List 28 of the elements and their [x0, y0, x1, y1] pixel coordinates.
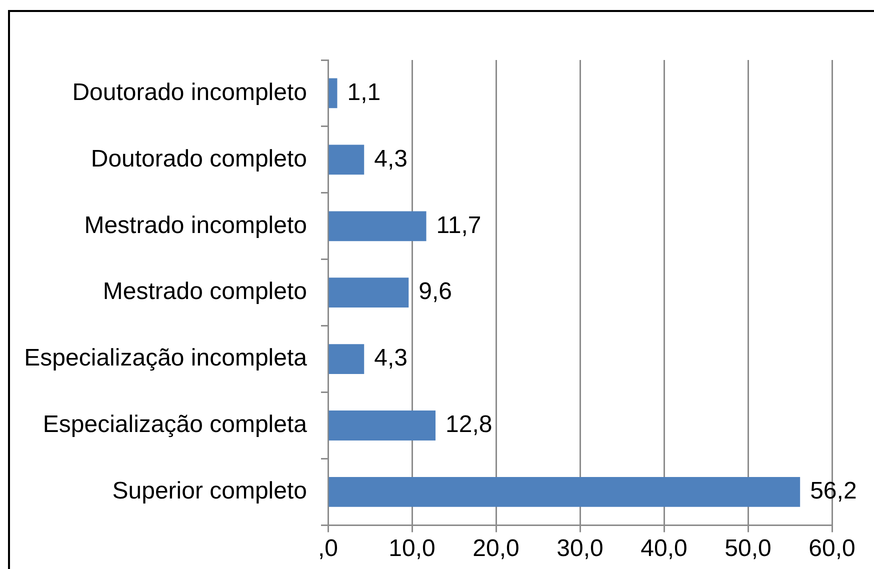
bar: [328, 278, 409, 308]
data-label: 12,8: [446, 411, 492, 438]
bar: [328, 144, 364, 175]
y-tick-label: Mestrado completo: [102, 278, 307, 306]
x-tick-label: 40,0: [640, 535, 688, 562]
bar: [328, 344, 364, 374]
data-label: 4,3: [374, 145, 408, 172]
y-tick-label: Superior completo: [112, 478, 307, 505]
data-label: 11,7: [436, 212, 482, 239]
bar: [328, 410, 436, 440]
x-tick-label: 20,0: [472, 535, 520, 562]
y-tick-label: Especialização completa: [42, 411, 308, 438]
x-tick-label: 30,0: [556, 535, 604, 562]
x-tick-label: ,0: [318, 535, 338, 562]
x-tick-label: 50,0: [724, 535, 772, 562]
data-label: 1,1: [347, 78, 381, 106]
y-tick-label: Doutorado completo: [90, 145, 307, 172]
data-label: 4,3: [374, 344, 408, 372]
y-tick-label: Especialização incompleta: [24, 344, 308, 372]
bar: [328, 477, 800, 507]
y-tick-label: Doutorado incompleto: [72, 78, 307, 106]
y-tick-label: Mestrado incompleto: [84, 212, 307, 239]
data-label: 56,2: [810, 478, 857, 505]
x-tick-label: 10,0: [388, 535, 436, 562]
data-label: 9,6: [418, 278, 452, 306]
bar: [328, 78, 338, 108]
bar: [328, 211, 426, 242]
x-tick-label: 60,0: [808, 535, 856, 562]
